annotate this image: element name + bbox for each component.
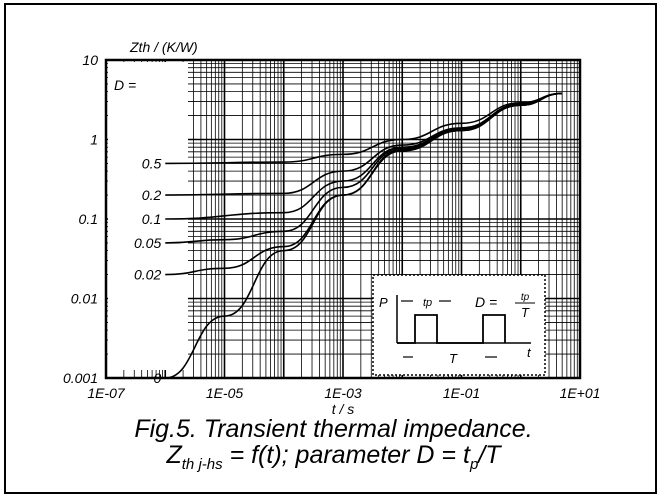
caption-line-2: Zth j-hs = f(t); parameter D = tp/T bbox=[0, 442, 667, 478]
y-axis-title: Zth / (K/W) bbox=[129, 39, 198, 55]
series-label-d-0: 0 bbox=[153, 370, 161, 386]
series-line-d-0-5 bbox=[165, 92, 563, 165]
parameter-label-panel bbox=[108, 62, 188, 370]
inset-period-label: T bbox=[449, 351, 458, 366]
inset-d-label: D = bbox=[475, 294, 497, 310]
series-label-d-0-2: 0.2 bbox=[142, 187, 162, 203]
inset-pulse-train bbox=[397, 314, 506, 344]
x-tick-label: 1E+01 bbox=[560, 385, 601, 401]
series-label-d-0-5: 0.5 bbox=[142, 155, 162, 171]
y-tick-label: 10 bbox=[82, 52, 98, 68]
series-line-d-0 bbox=[165, 92, 563, 379]
x-tick-label: 1E-01 bbox=[443, 385, 480, 401]
figure-frame bbox=[4, 3, 657, 494]
inset-box bbox=[372, 274, 546, 376]
inset-tp-label: tp bbox=[423, 297, 432, 309]
inset-fraction-denominator: T bbox=[521, 305, 530, 320]
y-tick-label: 1 bbox=[90, 132, 98, 148]
series-label-d-0-02: 0.02 bbox=[134, 267, 161, 283]
inset-p-label: P bbox=[379, 295, 388, 310]
y-tick-label: 0.1 bbox=[79, 211, 98, 227]
caption-z-subscript: th j-hs bbox=[181, 456, 223, 473]
caption-formula-end: /T bbox=[478, 441, 501, 469]
inset-t-label: t bbox=[527, 345, 532, 360]
caption-line-1: Fig.5. Transient thermal impedance. bbox=[134, 415, 533, 443]
inset-fraction-numerator: tp bbox=[521, 292, 530, 303]
y-tick-label: 0.001 bbox=[63, 370, 98, 386]
x-tick-label: 1E-05 bbox=[206, 385, 244, 401]
y-tick-label: 0.01 bbox=[71, 291, 98, 307]
parameter-header: D = bbox=[114, 77, 136, 93]
figure-caption: Fig.5. Transient thermal impedance. Zth … bbox=[0, 416, 667, 478]
x-tick-label: 1E-03 bbox=[324, 385, 362, 401]
caption-formula: = f(t); parameter D = t bbox=[222, 441, 470, 469]
plot-border bbox=[104, 58, 582, 380]
caption-z: Z bbox=[166, 441, 182, 469]
x-axis-title: t / s bbox=[332, 401, 355, 417]
series-label-d-0-1: 0.1 bbox=[142, 211, 161, 227]
series-label-d-0-05: 0.05 bbox=[134, 235, 161, 251]
caption-tp-subscript: p bbox=[469, 456, 479, 473]
x-tick-label: 1E-07 bbox=[87, 385, 126, 401]
